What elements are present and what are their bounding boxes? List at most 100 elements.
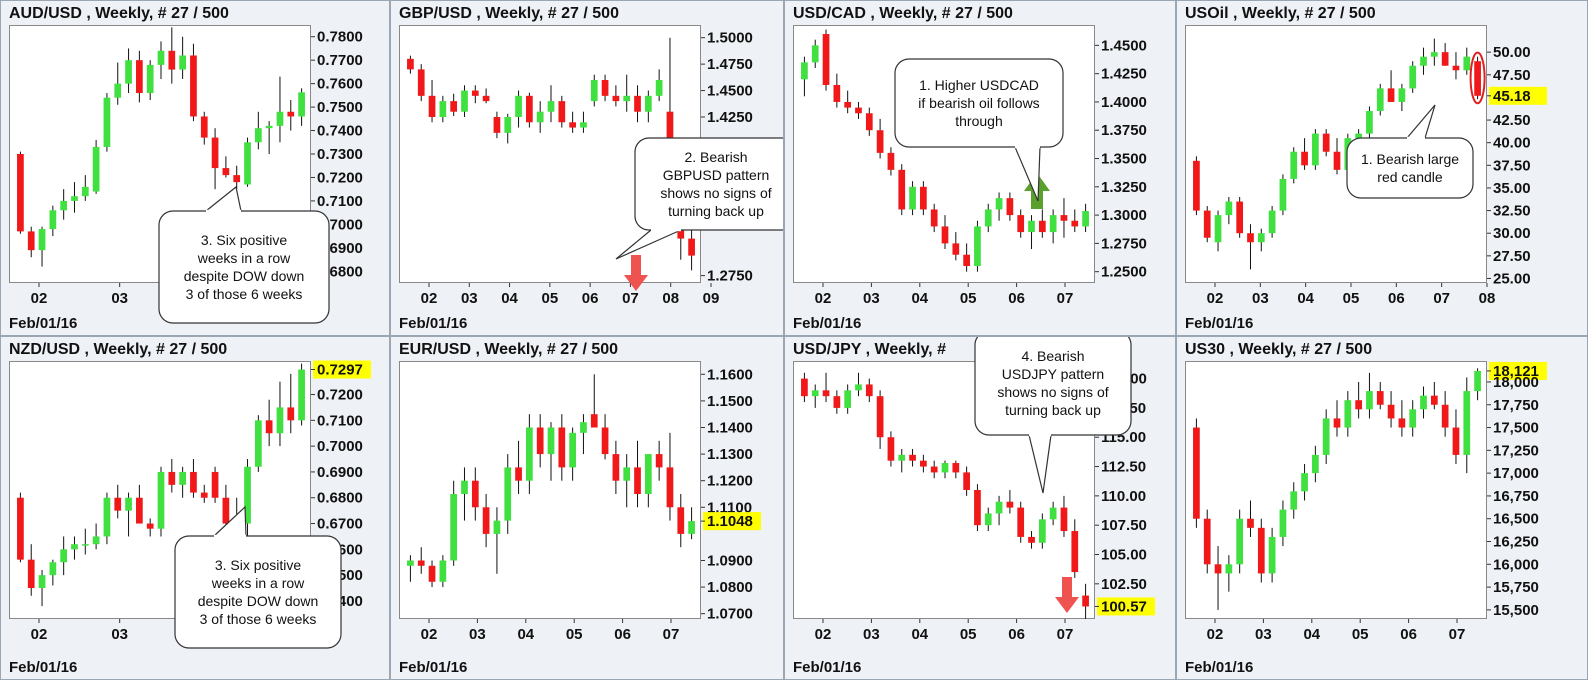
- y-tick-label: 0.7700: [317, 52, 363, 69]
- candle-up: [38, 575, 46, 589]
- candle-up: [623, 467, 631, 481]
- candle-up: [1463, 56, 1471, 71]
- x-tick-label: 08: [1479, 290, 1496, 307]
- candle-down: [1006, 198, 1014, 216]
- x-tick-label: 02: [421, 290, 438, 307]
- x-tick-label: 07: [1449, 626, 1466, 643]
- candle-up: [1409, 65, 1417, 89]
- y-tick-label: 0.7500: [317, 99, 363, 116]
- candle-down: [612, 454, 620, 481]
- candle-down: [1071, 220, 1079, 227]
- candle-up: [276, 407, 284, 434]
- y-tick-label: 18,000: [1493, 374, 1539, 391]
- candle-up: [1312, 454, 1319, 474]
- candle-down: [1082, 595, 1089, 607]
- candle-down: [526, 95, 533, 123]
- candle-up: [941, 463, 949, 473]
- y-tick-label: 50.00: [1493, 44, 1531, 61]
- y-tick-label: 0.6700: [317, 516, 363, 533]
- candle-up: [995, 198, 1003, 210]
- y-tick-label: 1.1600: [707, 366, 753, 383]
- candle-up: [898, 454, 906, 461]
- x-tick-label: 05: [566, 626, 583, 643]
- candle-up: [569, 432, 576, 468]
- x-tick-label: 04: [911, 626, 928, 643]
- candle-down: [482, 95, 490, 102]
- annotation-text: 1. Bearish large: [1361, 151, 1459, 167]
- y-tick-label: 0.7800: [317, 29, 363, 46]
- candle-up: [298, 369, 305, 421]
- candle-up: [1049, 507, 1057, 520]
- x-tick-label: 03: [461, 290, 478, 307]
- panel-audusd: AUD/USD , Weekly, # 27 / 500 Feb/01/16 0.7…: [0, 0, 390, 336]
- chart-title: USD/JPY , Weekly, #: [793, 341, 946, 358]
- x-tick-label: 02: [815, 626, 832, 643]
- candle-up: [146, 64, 154, 94]
- panel-usoil: USOil , Weekly, # 27 / 500 Feb/01/16 50.00…: [1176, 0, 1588, 336]
- candle-up: [1409, 409, 1417, 428]
- candle-down: [920, 186, 927, 210]
- date-label: Feb/01/16: [793, 659, 862, 676]
- y-tick-label: 112.50: [1101, 459, 1146, 476]
- y-tick-label: 0.7600: [317, 76, 363, 93]
- y-tick-label: 35.00: [1493, 180, 1531, 197]
- y-tick-label: 0.7297: [317, 362, 363, 379]
- candle-up: [439, 560, 447, 582]
- annotation-text: if bearish oil follows: [918, 95, 1039, 111]
- candle-up: [855, 384, 862, 391]
- y-tick-label: 1.4500: [1101, 37, 1147, 54]
- candle-up: [1236, 518, 1244, 565]
- candle-up: [103, 497, 111, 537]
- annotation-callout: 3. Six positive weeks in a row despite DOW…: [158, 185, 330, 324]
- date-label: Feb/01/16: [793, 315, 862, 332]
- candle-down: [287, 407, 295, 421]
- x-tick-label: 05: [960, 626, 977, 643]
- annotation-text: 3. Six positive: [201, 232, 288, 248]
- panel-gbpusd: GBP/USD , Weekly, # 27 / 500 Feb/01/16 1.5…: [390, 0, 784, 336]
- candle-down: [515, 467, 522, 481]
- candle-up: [1474, 370, 1481, 392]
- chart-title: NZD/USD , Weekly, # 27 / 500: [9, 341, 228, 358]
- candle-down: [1333, 151, 1341, 170]
- y-tick-label: 47.50: [1493, 67, 1531, 84]
- x-tick-label: 03: [863, 290, 880, 307]
- candle-up: [1214, 215, 1222, 243]
- candle-down: [1236, 201, 1244, 234]
- y-tick-label: 15,750: [1493, 579, 1539, 596]
- candle-down: [1430, 395, 1438, 405]
- candle-up: [1279, 509, 1287, 537]
- candle-up: [179, 55, 186, 70]
- candle-down: [1203, 518, 1211, 565]
- candle-up: [92, 536, 100, 545]
- x-tick-label: 03: [1252, 290, 1269, 307]
- candle-up: [298, 92, 305, 117]
- y-tick-label: 1.3000: [1101, 207, 1147, 224]
- candle-down: [471, 90, 479, 96]
- annotation-text: 3 of those 6 weeks: [186, 286, 303, 302]
- annotation-text: 2. Bearish: [684, 149, 747, 165]
- x-tick-label: 04: [501, 290, 518, 307]
- candle-down: [688, 238, 695, 256]
- x-tick-label: 03: [863, 626, 880, 643]
- last-price-highlight: [1489, 86, 1547, 105]
- annotation-text: turning back up: [1005, 402, 1101, 418]
- date-label: Feb/01/16: [1185, 659, 1254, 676]
- candle-down: [493, 116, 501, 133]
- candle-up: [1430, 52, 1438, 57]
- candle-down: [833, 396, 841, 408]
- annotation-callout: 1. Bearish large red candle: [1346, 104, 1474, 199]
- candle-up: [984, 513, 992, 526]
- candle-down: [1322, 133, 1330, 152]
- y-tick-label: 17,750: [1493, 397, 1539, 414]
- y-tick-label: 1.3500: [1101, 151, 1147, 168]
- candle-down: [963, 254, 970, 267]
- candle-down: [558, 101, 566, 123]
- candle-up: [1290, 491, 1298, 510]
- candle-up: [547, 427, 555, 455]
- x-tick-label: 06: [582, 290, 599, 307]
- y-tick-label: 30.00: [1493, 225, 1531, 242]
- y-tick-label: 32.50: [1493, 203, 1531, 220]
- y-tick-label: 1.1400: [707, 419, 753, 436]
- candle-down: [634, 467, 641, 494]
- annotation-text: 1. Higher USDCAD: [919, 77, 1039, 93]
